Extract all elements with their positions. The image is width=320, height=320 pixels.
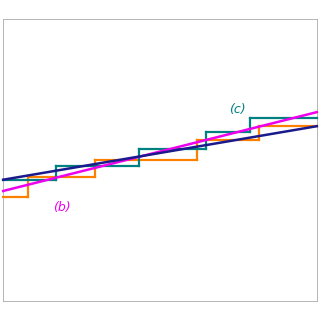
Text: (b): (b): [53, 201, 71, 214]
Text: (c): (c): [229, 103, 246, 116]
